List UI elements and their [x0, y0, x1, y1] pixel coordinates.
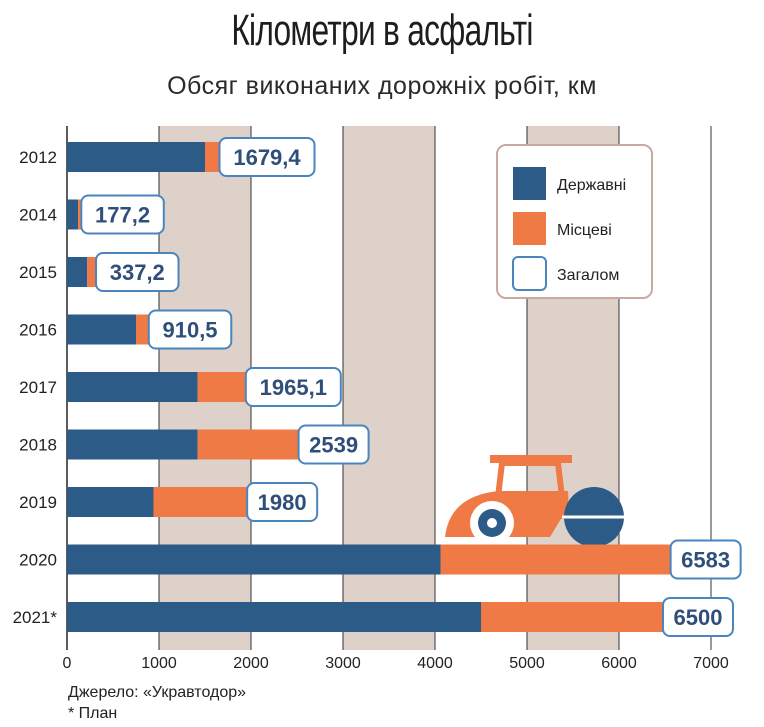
total-value-label: 337,2	[110, 260, 165, 285]
bar-state	[67, 372, 198, 402]
bar-state	[67, 429, 198, 460]
x-tick-label: 3000	[325, 655, 361, 672]
chart-subtitle: Обсяг виконаних дорожніх робіт, км	[167, 72, 597, 100]
total-value-label: 6500	[674, 605, 723, 630]
bar-state	[67, 487, 154, 517]
x-tick-label: 2000	[233, 655, 269, 672]
total-label-box	[80, 194, 165, 235]
bar-local	[87, 257, 99, 287]
legend-label: Місцеві	[557, 222, 612, 239]
year-label: 2012	[19, 148, 57, 167]
year-label: 2018	[19, 436, 57, 455]
bars: 1679,4 177,2 337,2 910,5 1965,1 2539 1980 6583 6…	[67, 137, 742, 637]
x-tick-label: 0	[63, 655, 72, 672]
legend: Державні Місцеві Загалом	[496, 144, 653, 299]
total-value-label: 1679,4	[233, 145, 301, 170]
year-label: 2021*	[13, 608, 58, 627]
legend-swatch-state	[513, 167, 546, 200]
legend-label: Загалом	[557, 267, 619, 284]
roller-drum-bottom	[564, 517, 624, 547]
bar-local	[153, 487, 250, 517]
total-label-box	[95, 252, 180, 292]
source-note: Джерело: «Укравтодор»	[68, 684, 247, 701]
roller-roof	[490, 455, 572, 463]
total-value-label: 177,2	[95, 203, 150, 228]
legend-label: Державні	[557, 177, 626, 194]
x-tick-label: 5000	[509, 655, 545, 672]
bar-state	[67, 142, 205, 172]
bar-local	[136, 314, 151, 345]
total-label-box	[218, 137, 316, 177]
road-roller-illustration	[445, 455, 626, 547]
x-axis-tick-labels: 0 1000 2000 3000 4000 5000 6000 7000	[63, 655, 729, 672]
year-labels: 2012 2014 2015 2016 2017 2018 2019 2020 2021*	[13, 148, 58, 627]
total-label-box	[669, 539, 742, 580]
total-label-box	[246, 482, 319, 522]
year-label: 2016	[19, 321, 57, 340]
year-label: 2020	[19, 551, 57, 570]
bar-state	[67, 199, 79, 230]
year-label: 2017	[19, 378, 57, 397]
year-label: 2015	[19, 263, 57, 282]
x-tick-label: 6000	[601, 655, 637, 672]
total-value-label: 6583	[681, 548, 730, 573]
bar-local	[481, 602, 665, 632]
bar-local	[197, 429, 301, 460]
legend-swatch-local	[513, 212, 546, 245]
legend-swatch-total	[512, 256, 547, 291]
total-value-label: 1965,1	[260, 375, 327, 400]
bar-state	[67, 602, 481, 632]
total-label-box	[297, 424, 370, 465]
total-value-label: 1980	[258, 490, 307, 515]
bar-local	[197, 372, 248, 402]
year-label: 2014	[19, 206, 57, 225]
plan-footnote: * План	[68, 705, 118, 722]
bar-state	[67, 257, 88, 287]
total-label-box	[244, 367, 342, 407]
x-tick-label: 1000	[141, 655, 177, 672]
bar-local	[440, 544, 673, 575]
bar-state	[67, 314, 136, 345]
x-tick-label: 7000	[693, 655, 729, 672]
bar-local	[205, 142, 222, 172]
x-tick-label: 4000	[417, 655, 453, 672]
total-label-box	[662, 597, 734, 637]
chart-title: Кілометри в асфальті	[231, 6, 533, 55]
roller-drum-top	[564, 487, 624, 517]
year-label: 2019	[19, 493, 57, 512]
roller-wheel-hub	[487, 518, 497, 528]
total-value-label: 2539	[309, 433, 358, 458]
total-value-label: 910,5	[162, 318, 217, 343]
total-label-box	[147, 309, 233, 350]
bar-state	[67, 544, 441, 575]
